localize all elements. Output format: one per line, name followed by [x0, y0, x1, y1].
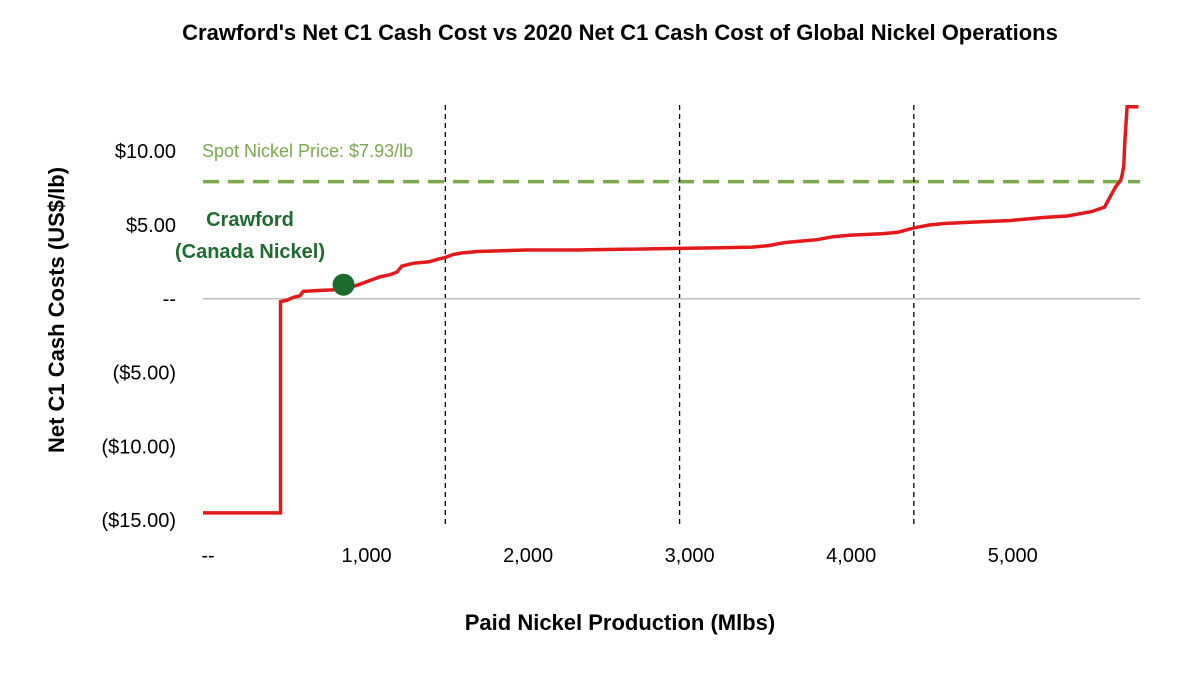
x-tick-label-4: 4,000 — [826, 545, 876, 567]
x-tick-label-1: 1,000 — [342, 545, 392, 567]
spot-price-label: Spot Nickel Price: $7.93/lb — [202, 141, 413, 161]
y-tick-labels: $10.00 $5.00 -- ($5.00) ($10.00) ($15.00) — [102, 141, 177, 532]
y-axis-title: Net C1 Cash Costs (US$/lb) — [44, 167, 69, 453]
crawford-label-line2: (Canada Nickel) — [175, 241, 325, 263]
series-group — [203, 105, 1139, 515]
y-tick-label-5: ($15.00) — [102, 510, 177, 532]
x-tick-label-2: 2,000 — [503, 545, 553, 567]
x-tick-label-5: 5,000 — [988, 545, 1038, 567]
x-tick-labels: -- 1,000 2,000 3,000 4,000 5,000 — [201, 545, 1037, 567]
y-tick-label-0: $10.00 — [115, 141, 176, 163]
crawford-highlight-point — [332, 273, 355, 296]
y-tick-label-1: $5.00 — [126, 215, 176, 237]
chart-title: Crawford's Net C1 Cash Cost vs 2020 Net … — [182, 20, 1058, 45]
x-axis-title: Paid Nickel Production (Mlbs) — [465, 610, 775, 635]
reference-lines — [203, 105, 1140, 528]
x-tick-label-0: -- — [201, 545, 214, 567]
y-tick-label-3: ($5.00) — [113, 363, 176, 385]
y-tick-label-4: ($10.00) — [102, 436, 177, 458]
y-tick-label-2: -- — [163, 289, 176, 311]
x-tick-label-3: 3,000 — [665, 545, 715, 567]
cost-curve-series-0 — [203, 105, 1139, 515]
crawford-label-line1: Crawford — [206, 209, 294, 231]
